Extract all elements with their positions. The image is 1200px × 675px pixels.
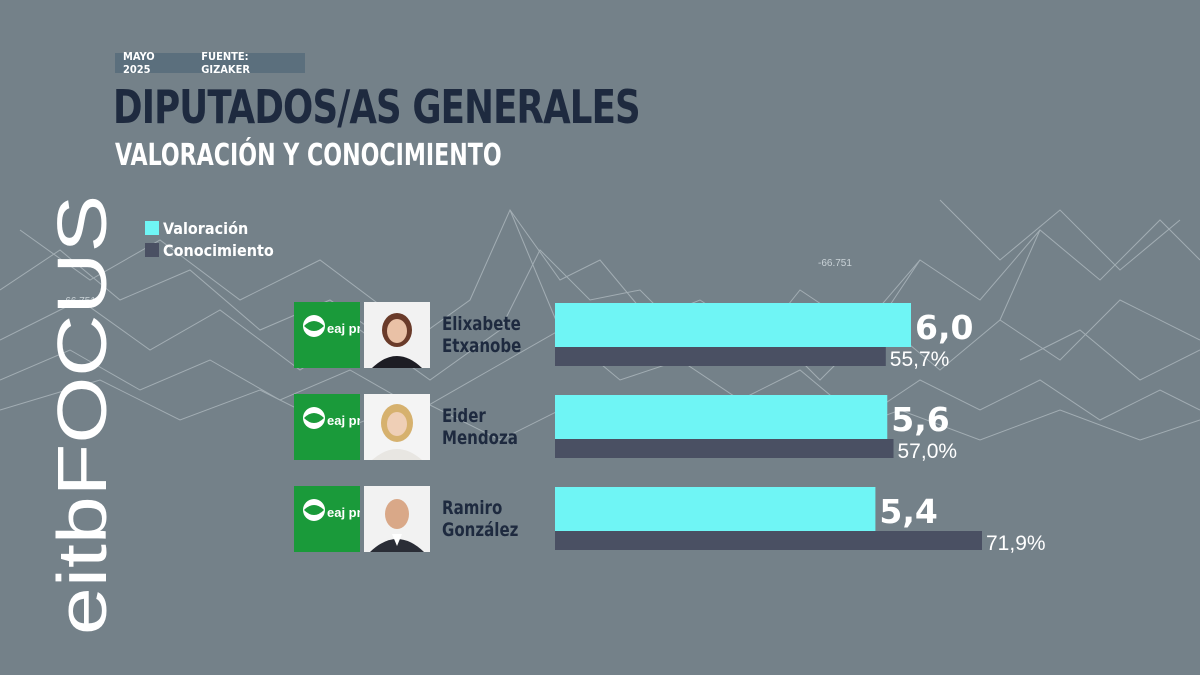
eitbfocus-logo: eitbFOCUS [43, 195, 120, 635]
bar-conocimiento [555, 531, 982, 550]
value-label-conocimiento: 57,0% [898, 440, 958, 463]
date-label: MAYO 2025 [123, 50, 155, 76]
legend-label: Valoración [163, 218, 249, 238]
value-label-valoracion: 6,0 [915, 308, 973, 347]
candidate-name: Ramiro González [442, 497, 519, 541]
legend-item-valoracion: Valoración [145, 217, 274, 239]
bar-valoracion [555, 395, 888, 439]
brand-text: eitbFOCUS [43, 195, 120, 635]
legend-item-conocimiento: Conocimiento [145, 239, 274, 261]
person-photo-icon [364, 486, 430, 552]
background-tag: -66.751 [62, 296, 96, 307]
candidate-name: Eider Mendoza [442, 405, 518, 449]
candidate-photo [364, 302, 430, 368]
legend-swatch-valoracion [145, 221, 159, 235]
source-label: FUENTE: GIZAKER [201, 50, 250, 76]
candidate-photo [364, 486, 430, 552]
person-photo-icon [364, 394, 430, 460]
person-photo-icon [364, 302, 430, 368]
legend: Valoración Conocimiento [145, 217, 274, 261]
background-tag: -66.751 [818, 258, 852, 269]
bar-conocimiento [555, 347, 886, 366]
value-label-conocimiento: 71,9% [986, 532, 1046, 555]
bar-valoracion [555, 487, 876, 531]
bar-conocimiento [555, 439, 894, 458]
value-label-conocimiento: 55,7% [890, 348, 950, 371]
page-subtitle: VALORACIÓN Y CONOCIMIENTO [115, 138, 502, 173]
value-label-valoracion: 5,4 [879, 492, 937, 531]
candidate-photo [364, 394, 430, 460]
bar-valoracion [555, 303, 911, 347]
legend-label: Conocimiento [163, 240, 274, 260]
party-logo: eaj pnv [294, 302, 373, 368]
party-logo: eaj pnv [294, 486, 373, 552]
page-title: DIPUTADOS/AS GENERALES [113, 80, 641, 134]
meta-bar: MAYO 2025 FUENTE: GIZAKER [115, 50, 305, 76]
candidate-name: Elixabete Etxanobe [442, 313, 522, 357]
legend-swatch-conocimiento [145, 243, 159, 257]
value-label-valoracion: 5,6 [891, 400, 949, 439]
